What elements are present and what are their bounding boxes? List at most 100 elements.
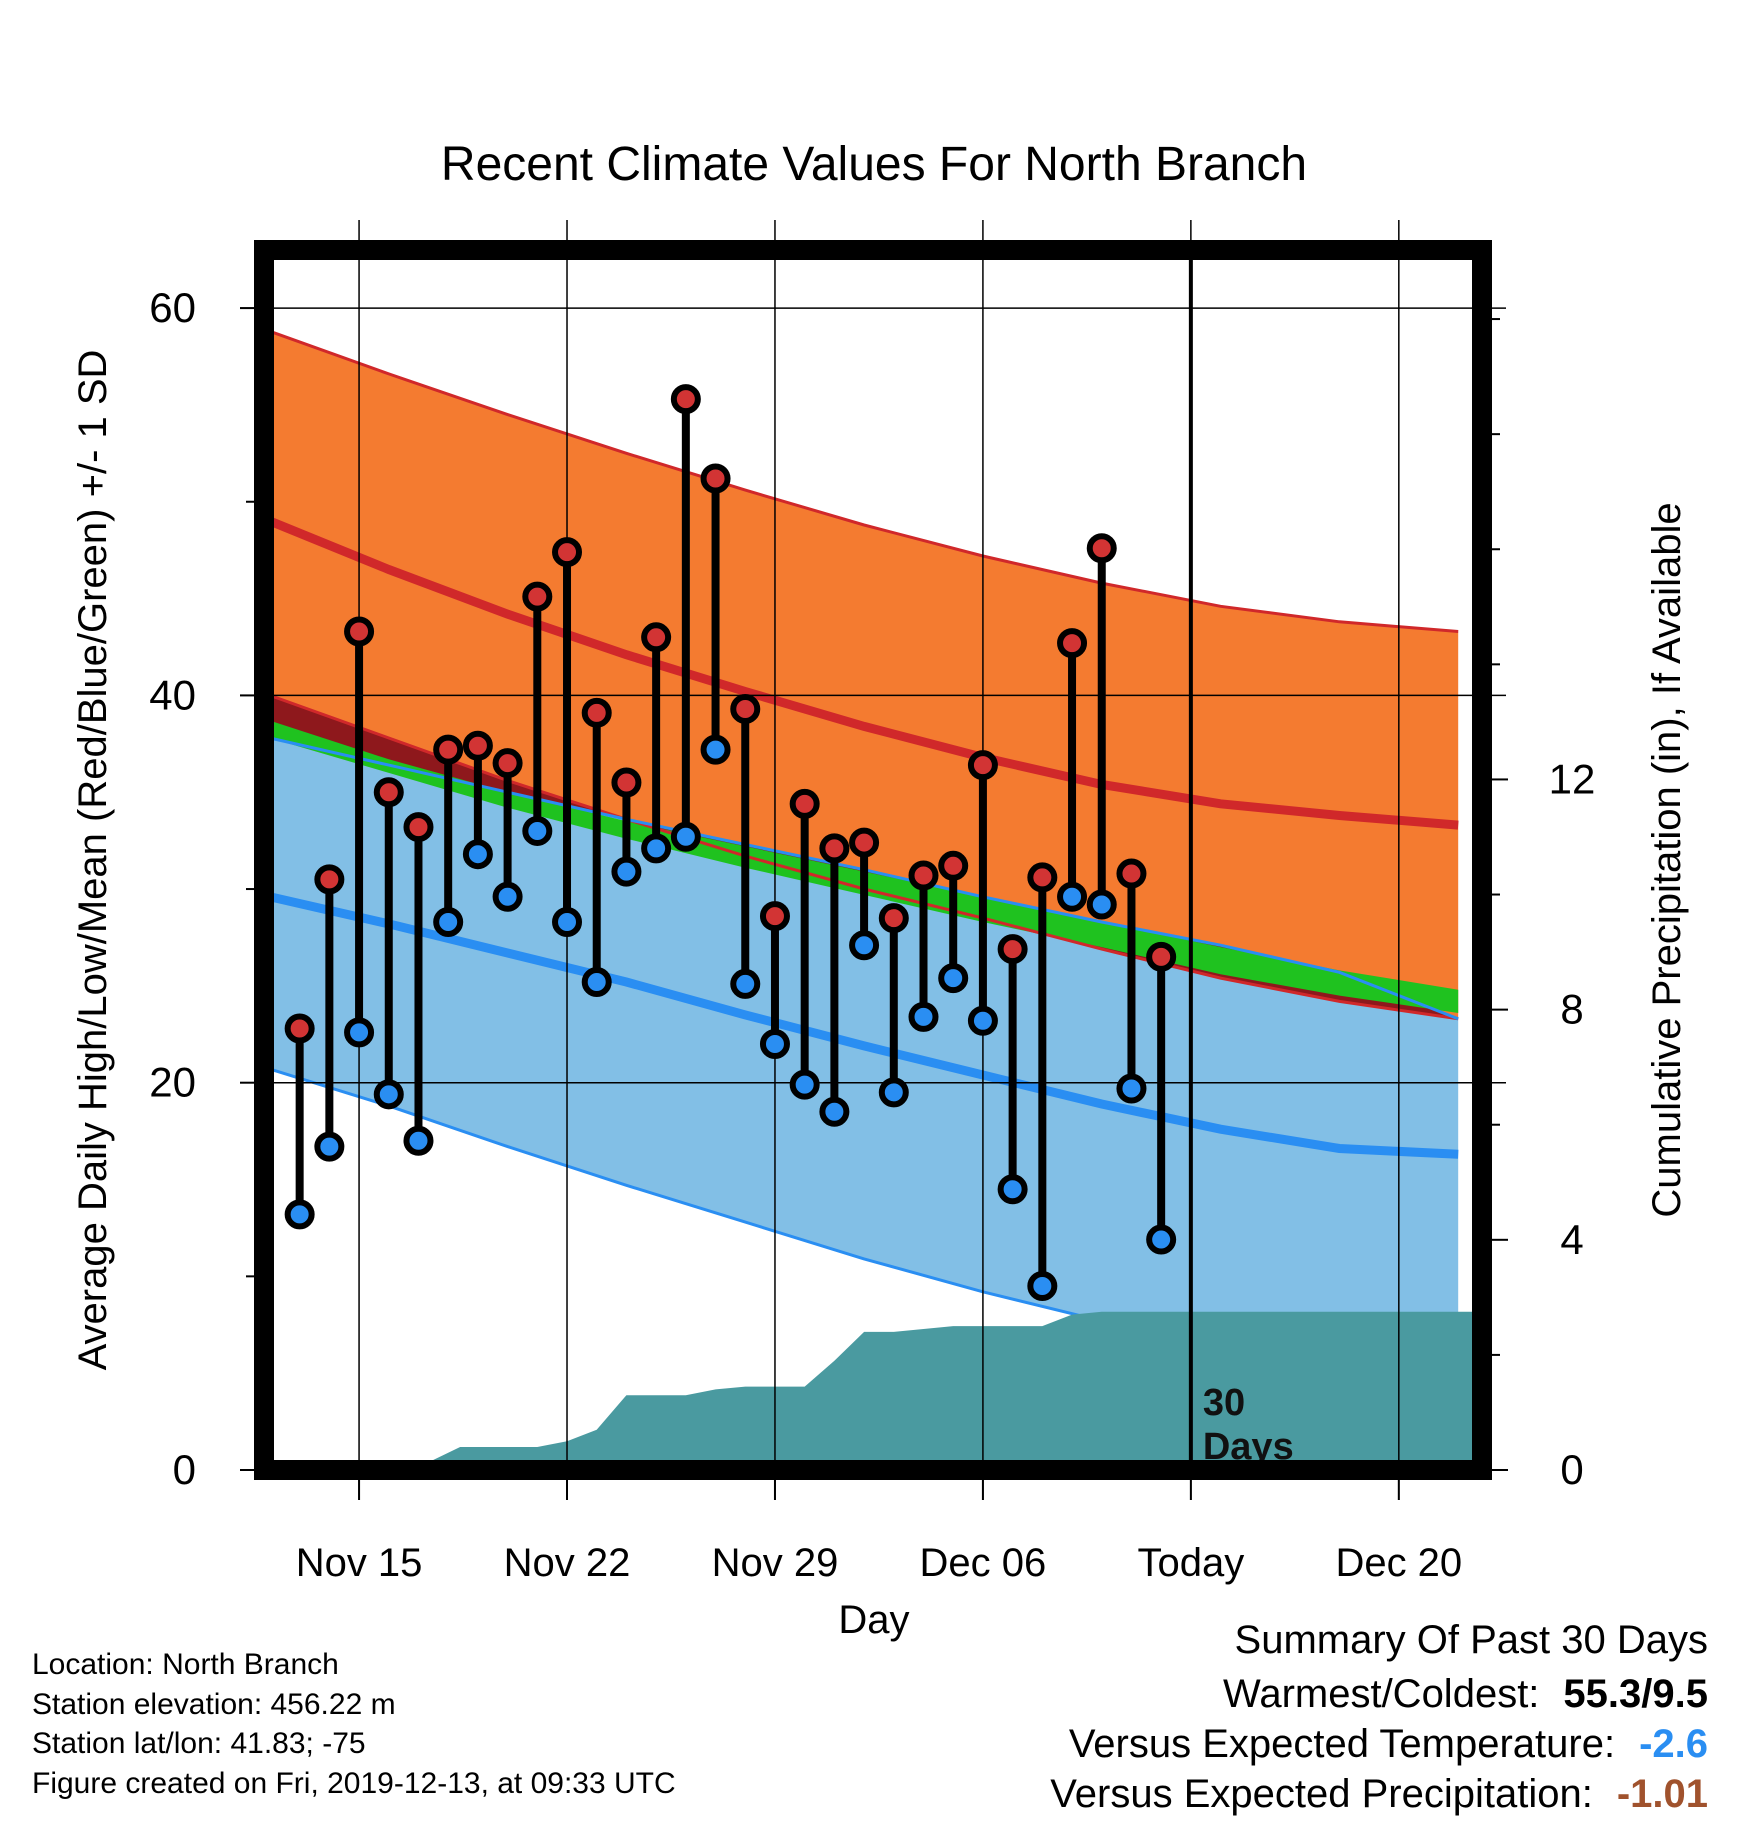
daily-range: [314, 864, 345, 1162]
daily-range: [373, 777, 404, 1110]
y-tick-label-left: 60: [149, 284, 196, 331]
daily-high-point: [581, 697, 612, 728]
daily-range: [670, 384, 701, 852]
y-tick-label-right: 4: [1560, 1216, 1583, 1263]
daily-range: [759, 901, 790, 1059]
summary-title: Summary Of Past 30 Days: [1234, 1618, 1708, 1662]
y-tick-label-right: 0: [1560, 1446, 1583, 1493]
daily-high-point: [759, 901, 790, 932]
today-annotation: 30: [1203, 1382, 1245, 1424]
daily-range: [552, 537, 583, 937]
warmest-coldest-label: Warmest/Coldest:: [1223, 1672, 1540, 1716]
daily-range: [1027, 862, 1058, 1302]
daily-range: [908, 860, 939, 1032]
precip-departure-label: Versus Expected Precipitation:: [1050, 1772, 1593, 1816]
daily-high-point: [938, 850, 969, 881]
x-tick-label: Dec 20: [1335, 1541, 1462, 1585]
chart-title: Recent Climate Values For North Branch: [441, 138, 1307, 191]
daily-range: [967, 750, 998, 1036]
daily-range: [522, 581, 553, 846]
daily-low-point: [1116, 1073, 1147, 1104]
daily-high-point: [373, 777, 404, 808]
daily-high-point: [789, 788, 820, 819]
daily-high-point: [1086, 533, 1117, 564]
x-tick-label: Nov 29: [712, 1541, 839, 1585]
daily-range: [730, 693, 761, 999]
daily-low-point: [938, 963, 969, 994]
daily-high-point: [967, 750, 998, 781]
daily-range: [1116, 858, 1147, 1104]
x-tick-label: Dec 06: [920, 1541, 1047, 1585]
daily-high-point: [878, 903, 909, 934]
daily-low-point: [819, 1096, 850, 1127]
precip-departure-value: -1.01: [1616, 1772, 1708, 1816]
daily-high-point: [462, 730, 493, 761]
daily-range: [403, 812, 434, 1156]
daily-low-point: [552, 906, 583, 937]
daily-high-point: [819, 833, 850, 864]
y-axis-label-left: Average Daily High/Low/Mean (Red/Blue/Gr…: [71, 350, 115, 1371]
daily-range: [878, 903, 909, 1108]
x-tick-label: Nov 15: [296, 1541, 423, 1585]
daily-range: [849, 827, 880, 961]
created-text: Figure created on Fri, 2019-12-13, at 09…: [32, 1767, 676, 1800]
daily-high-point: [1116, 858, 1147, 889]
daily-high-point: [1027, 862, 1058, 893]
temp-departure-value: -2.6: [1639, 1722, 1708, 1766]
daily-high-point: [908, 860, 939, 891]
daily-high-point: [284, 1013, 315, 1044]
daily-high-point: [670, 384, 701, 415]
daily-low-point: [344, 1017, 375, 1048]
daily-low-point: [611, 856, 642, 887]
daily-low-point: [314, 1131, 345, 1162]
daily-high-point: [492, 748, 523, 779]
daily-low-point: [492, 881, 523, 912]
summary-warmest-coldest: Warmest/Coldest: 55.3/9.5: [1223, 1672, 1708, 1717]
daily-temperature-marks: [284, 384, 1177, 1302]
x-tick-label: Today: [1137, 1541, 1244, 1585]
y-tick-label-right: 8: [1560, 986, 1583, 1033]
daily-low-point: [433, 906, 464, 937]
daily-high-point: [1057, 628, 1088, 659]
location-text: Location: North Branch: [32, 1648, 339, 1681]
normal-high-line: [268, 516, 1459, 830]
y-tick-label-right: 12: [1549, 755, 1596, 802]
latlon-text: Station lat/lon: 41.83; -75: [32, 1727, 366, 1760]
plot-frame: [254, 240, 1492, 1480]
daily-low-point: [373, 1079, 404, 1110]
daily-range: [581, 697, 612, 997]
daily-low-point: [581, 967, 612, 997]
daily-low-point: [284, 1199, 315, 1230]
daily-range: [1146, 941, 1177, 1255]
y-tick-label-left: 40: [149, 671, 196, 718]
daily-low-point: [789, 1069, 820, 1100]
daily-range: [641, 622, 672, 864]
daily-range: [938, 850, 969, 994]
high-sd-upper-line: [269, 329, 1459, 633]
axes: Nov 15 Nov 22 Nov 29 Dec 06 Today Dec 2002040…: [149, 240, 1596, 1585]
x-tick-label: Nov 22: [504, 1541, 631, 1585]
elevation-text: Station elevation: 456.22 m: [32, 1688, 396, 1721]
daily-high-point: [849, 827, 880, 858]
daily-high-point: [552, 537, 583, 568]
daily-high-point: [700, 463, 731, 494]
mean-temp-band: [269, 720, 1459, 1013]
daily-range: [492, 748, 523, 912]
daily-range: [997, 934, 1028, 1205]
daily-low-point: [403, 1125, 434, 1156]
y-tick-label-left: 0: [173, 1446, 196, 1493]
y-axis-label-right: Cumulative Precipitation (in), If Availa…: [1645, 502, 1689, 1217]
daily-low-point: [997, 1174, 1028, 1205]
daily-range: [284, 1013, 315, 1230]
warmest-coldest-value: 55.3/9.5: [1563, 1672, 1708, 1716]
daily-high-point: [997, 934, 1028, 965]
daily-range: [819, 833, 850, 1127]
daily-range: [344, 616, 375, 1048]
daily-range: [611, 767, 642, 887]
daily-low-point: [1027, 1271, 1058, 1302]
summary-precipitation: Versus Expected Precipitation: -1.01: [1050, 1772, 1708, 1817]
precip-area: [412, 1311, 1479, 1470]
daily-range: [433, 734, 464, 937]
daily-low-point: [759, 1028, 790, 1059]
